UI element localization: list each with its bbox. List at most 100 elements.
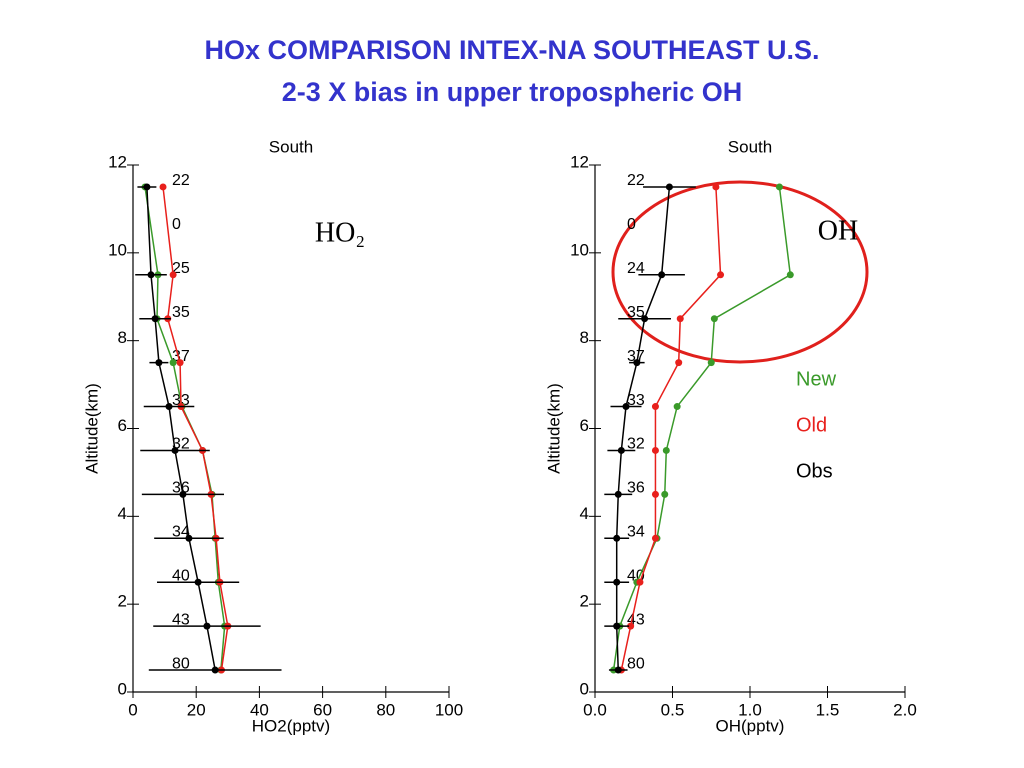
y-tick-label: 6 — [118, 416, 127, 435]
data-point — [614, 490, 622, 498]
y-tick-label: 4 — [118, 504, 127, 523]
data-point — [159, 183, 167, 191]
data-point — [617, 446, 625, 454]
slide-subtitle: 2-3 X bias in upper tropospheric OH — [282, 77, 743, 107]
annotation: OH — [818, 215, 858, 246]
legend-entry: Old — [796, 414, 827, 436]
x-tick-label: 1.0 — [738, 700, 762, 719]
data-point — [143, 183, 151, 191]
sample-count: 32 — [627, 436, 645, 453]
data-point — [614, 666, 622, 674]
x-tick-label: 20 — [187, 700, 206, 719]
sample-count: 40 — [172, 567, 190, 584]
x-tick-label: 100 — [435, 700, 463, 719]
y-tick-label: 12 — [108, 152, 127, 171]
data-point — [165, 403, 173, 411]
data-point — [673, 403, 681, 411]
slide-title: HOx COMPARISON INTEX-NA SOUTHEAST U.S. — [204, 35, 819, 65]
chart-title: South — [269, 137, 313, 156]
y-tick-label: 0 — [118, 679, 127, 698]
y-tick-label: 8 — [580, 328, 589, 347]
data-point — [786, 271, 794, 279]
sample-count: 80 — [627, 655, 645, 672]
data-point — [658, 271, 666, 279]
y-tick-label: 4 — [580, 504, 589, 523]
x-tick-label: 1.5 — [816, 700, 840, 719]
data-point — [171, 446, 179, 454]
data-point — [651, 403, 659, 411]
y-tick-label: 8 — [118, 328, 127, 347]
x-tick-label: 60 — [313, 700, 332, 719]
data-point — [775, 183, 783, 191]
sample-count: 25 — [172, 260, 190, 277]
data-point — [665, 183, 673, 191]
sample-count: 35 — [627, 304, 645, 321]
sample-count: 33 — [627, 392, 645, 409]
data-point — [176, 359, 184, 367]
x-tick-label: 80 — [376, 700, 395, 719]
legend-entry: New — [796, 368, 837, 390]
x-tick-label: 0.5 — [661, 700, 685, 719]
data-point — [185, 534, 193, 542]
data-point — [636, 578, 644, 586]
highlight-ellipse — [611, 180, 869, 364]
x-tick-label: 40 — [250, 700, 269, 719]
chart-title: South — [728, 137, 772, 156]
data-point — [155, 359, 163, 367]
x-axis-label: OH(pptv) — [716, 716, 785, 735]
sample-count: 35 — [172, 304, 190, 321]
data-point — [710, 315, 718, 323]
data-point — [651, 490, 659, 498]
sample-count: 34 — [172, 524, 190, 541]
y-tick-label: 0 — [580, 679, 589, 698]
data-point — [651, 446, 659, 454]
data-point — [622, 403, 630, 411]
y-tick-label: 2 — [580, 592, 589, 611]
y-axis-label: Altitude(km) — [82, 383, 101, 474]
data-point — [651, 534, 659, 542]
annotation: HO₂ — [315, 217, 365, 248]
x-tick-label: 0 — [128, 700, 137, 719]
data-point — [627, 622, 635, 630]
data-point — [712, 183, 720, 191]
data-point — [169, 359, 177, 367]
data-point — [662, 446, 670, 454]
x-tick-label: 2.0 — [893, 700, 917, 719]
sample-count: 36 — [627, 480, 645, 497]
x-axis-label: HO2(pptv) — [252, 716, 330, 735]
y-tick-label: 12 — [570, 152, 589, 171]
data-point — [613, 534, 621, 542]
y-tick-label: 10 — [570, 240, 589, 259]
legend-entry: Obs — [796, 460, 833, 482]
data-point — [613, 622, 621, 630]
x-tick-label: 0.0 — [583, 700, 607, 719]
sample-count: 22 — [627, 172, 645, 189]
y-tick-label: 6 — [580, 416, 589, 435]
sample-count: 22 — [172, 172, 190, 189]
data-point — [661, 490, 669, 498]
data-point — [179, 490, 187, 498]
data-point — [151, 315, 159, 323]
sample-count: 34 — [627, 524, 645, 541]
data-point — [613, 578, 621, 586]
data-point — [717, 271, 725, 279]
data-point — [211, 666, 219, 674]
data-point — [147, 271, 155, 279]
data-point — [169, 271, 177, 279]
sample-count: 80 — [172, 655, 190, 672]
sample-count: 24 — [627, 260, 645, 277]
data-point — [707, 359, 715, 367]
y-axis-label: Altitude(km) — [544, 383, 563, 474]
y-tick-label: 2 — [118, 592, 127, 611]
data-point — [633, 359, 641, 367]
data-point — [675, 359, 683, 367]
sample-count: 0 — [627, 216, 636, 233]
sample-count: 37 — [627, 348, 645, 365]
sample-count: 0 — [172, 216, 181, 233]
sample-count: 43 — [172, 611, 190, 628]
y-tick-label: 10 — [108, 240, 127, 259]
data-point — [641, 315, 649, 323]
data-point — [676, 315, 684, 323]
data-point — [194, 578, 202, 586]
